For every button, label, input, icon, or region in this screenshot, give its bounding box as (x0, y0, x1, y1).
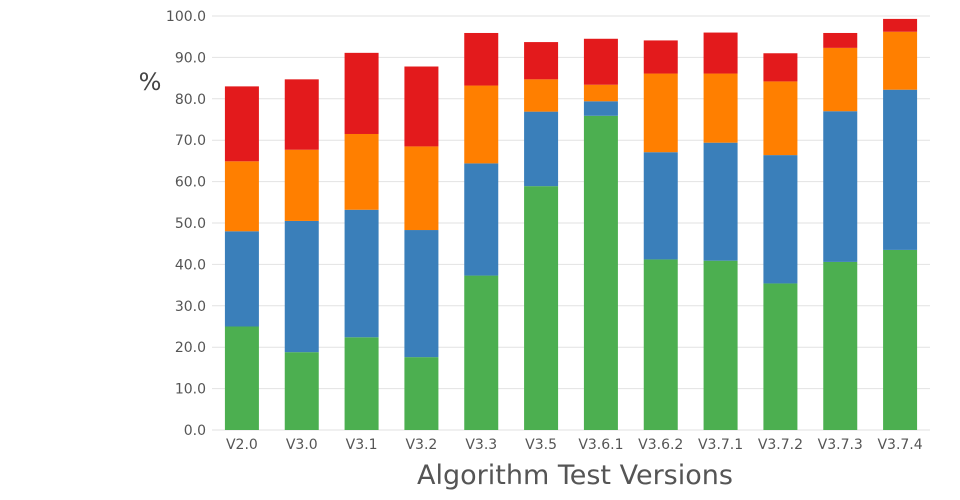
bar-segment (703, 260, 738, 430)
bar-segment (703, 73, 738, 143)
bar-segment (524, 79, 559, 112)
bar-segment (284, 149, 319, 221)
bar-segment (224, 231, 259, 327)
bar-segment (464, 85, 499, 164)
bar-segment (823, 261, 858, 430)
bar-segment (883, 31, 918, 90)
bar-segment (284, 79, 319, 150)
bar-segment (823, 32, 858, 48)
y-tick-label: 20.0 (175, 340, 206, 356)
bar-segment (524, 111, 559, 187)
bar-segment (224, 326, 259, 430)
bar-segment (344, 337, 379, 430)
bar-segment (643, 73, 678, 153)
x-tick-label: V3.6.1 (578, 437, 623, 453)
bar-segment (823, 47, 858, 112)
bar-segment (344, 209, 379, 338)
bar-segment (284, 220, 319, 353)
bar-segment (763, 53, 798, 82)
x-tick-label: V3.2 (405, 437, 437, 453)
bar-segment (583, 115, 618, 431)
bar-segment (404, 230, 439, 358)
bar-segment (404, 66, 439, 147)
bar-segment (344, 52, 379, 134)
bar-segment (703, 32, 738, 74)
bar-segment (464, 275, 499, 430)
y-tick-label: 10.0 (175, 382, 206, 398)
bar-segment (464, 163, 499, 276)
bar-segment (643, 259, 678, 430)
x-axis-ticks: V2.0 V3.0 V3.1 V3.2 V3.3 V3.5 V3.6.1 V3.6.2 V3.7… (226, 437, 923, 453)
bar-segment (763, 283, 798, 430)
x-tick-label: V2.0 (226, 437, 258, 453)
bar-segment (464, 32, 499, 86)
bar-segment (703, 142, 738, 261)
y-tick-label: 70.0 (175, 133, 206, 149)
x-tick-label: V3.7.1 (698, 437, 743, 453)
bar-segment (643, 40, 678, 74)
bar-segment (524, 186, 559, 430)
bar-segment (224, 161, 259, 232)
bar-segment (883, 249, 918, 430)
x-tick-label: V3.0 (286, 437, 318, 453)
y-tick-label: 90.0 (175, 50, 206, 66)
bar-segment (823, 111, 858, 262)
x-tick-label: V3.1 (346, 437, 378, 453)
bar-segment (404, 146, 439, 231)
y-axis-label: % (139, 68, 162, 96)
bar-segment (583, 101, 618, 116)
bar-segment (284, 352, 319, 430)
y-tick-label: 50.0 (175, 216, 206, 232)
y-tick-label: 0.0 (184, 423, 206, 439)
y-tick-label: 100.0 (166, 9, 206, 25)
bar-segment (643, 152, 678, 260)
gridlines (212, 15, 930, 431)
x-tick-label: V3.6.2 (638, 437, 683, 453)
bar-segment (404, 357, 439, 430)
x-tick-label: V3.7.3 (818, 437, 863, 453)
bar-segment (763, 81, 798, 156)
bar-segment (524, 42, 559, 80)
x-tick-label: V3.7.4 (877, 437, 922, 453)
x-tick-label: V3.7.2 (758, 437, 803, 453)
x-tick-label: V3.3 (465, 437, 497, 453)
y-tick-label: 40.0 (175, 257, 206, 273)
bar-segment (763, 155, 798, 284)
y-axis-ticks: 0.0 10.0 20.0 30.0 40.0 50.0 60.0 70.0 80.0 90.0 1… (166, 9, 206, 439)
bar-segment (583, 38, 618, 85)
bar-segment (344, 133, 379, 210)
x-tick-label: V3.5 (525, 437, 557, 453)
bars (224, 18, 918, 431)
y-tick-label: 60.0 (175, 175, 206, 191)
bar-segment (224, 86, 259, 162)
bar-segment (883, 18, 918, 32)
bar-segment (583, 84, 618, 102)
bar-segment (883, 89, 918, 250)
x-axis-label: Algorithm Test Versions (417, 460, 733, 491)
y-tick-label: 30.0 (175, 299, 206, 315)
y-tick-label: 80.0 (175, 92, 206, 108)
